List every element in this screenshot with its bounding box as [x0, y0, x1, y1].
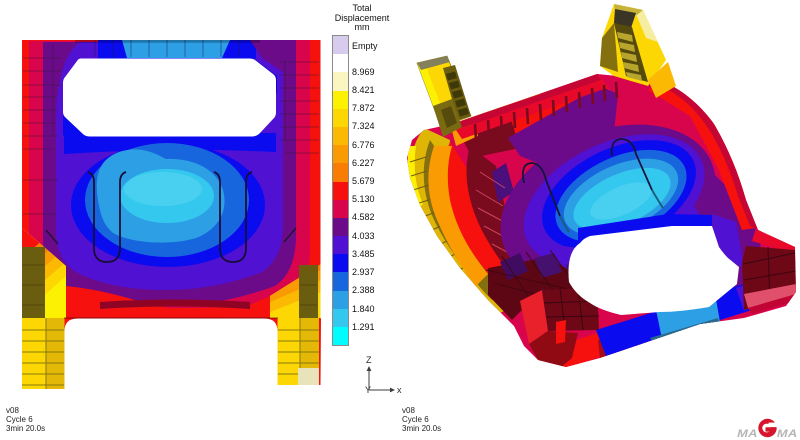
svg-text:MA: MA	[737, 427, 758, 440]
svg-text:Y: Y	[365, 385, 371, 395]
svg-text:MA: MA	[777, 427, 798, 440]
svg-text:x: x	[397, 385, 402, 395]
svg-text:Z: Z	[366, 355, 372, 365]
